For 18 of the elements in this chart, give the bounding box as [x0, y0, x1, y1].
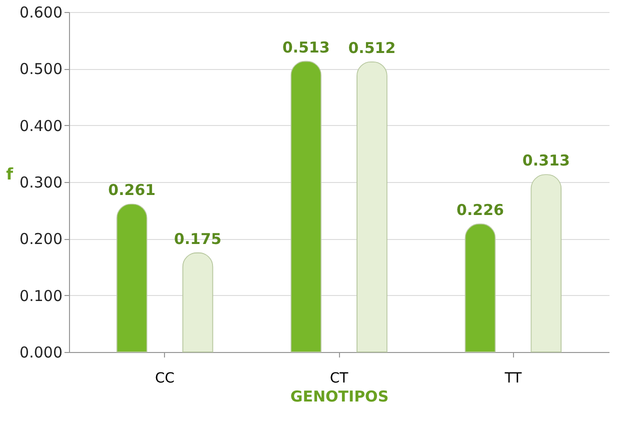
data-label: 0.175 [174, 230, 222, 248]
data-label: 0.313 [522, 152, 570, 170]
y-tick-label: 0.600 [20, 4, 62, 22]
x-axis-title: GENOTIPOS [290, 388, 389, 406]
data-label: 0.226 [456, 200, 504, 219]
data-label: 0.261 [108, 181, 156, 200]
x-tick-label: CT [330, 370, 349, 386]
data-label: 0.513 [282, 38, 330, 56]
x-tick-label: CC [155, 370, 175, 386]
y-tick-label: 0.000 [20, 344, 62, 362]
y-tick-label: 0.400 [20, 116, 62, 135]
y-axis-title: f [6, 164, 14, 184]
y-tick-label: 0.200 [20, 230, 62, 248]
x-tick-label: TT [504, 370, 522, 386]
y-tick-label: 0.300 [20, 174, 62, 192]
data-label: 0.512 [348, 38, 396, 57]
y-tick-label: 0.500 [20, 60, 62, 78]
y-tick-label: 0.100 [20, 286, 62, 305]
